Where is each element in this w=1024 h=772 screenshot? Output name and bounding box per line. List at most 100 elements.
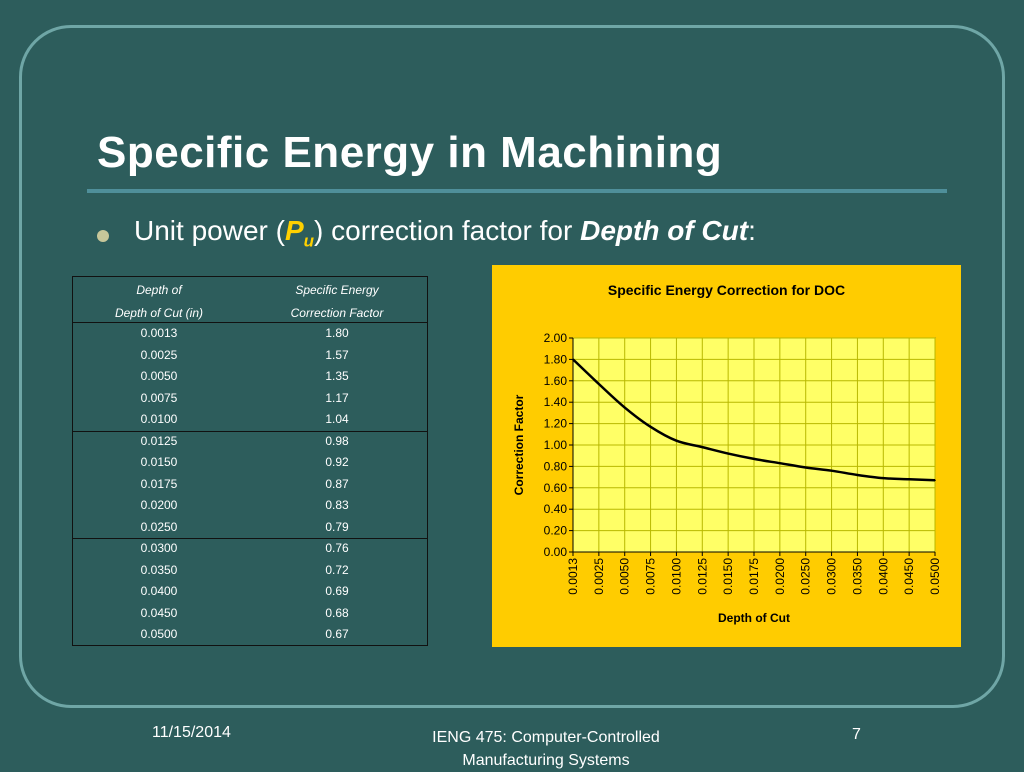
factor-cell: 1.04 — [325, 412, 349, 426]
factor-cell: 0.68 — [325, 605, 349, 620]
title-divider — [87, 189, 947, 193]
table-group-divider — [73, 430, 427, 432]
y-tick-label: 0.60 — [544, 481, 568, 495]
x-tick-label: 0.0200 — [773, 558, 787, 595]
data-point — [598, 383, 600, 385]
table-row: 0.0013 1.80 — [73, 323, 427, 345]
header-col1-line1: Depth of — [136, 283, 182, 297]
factor-cell: 1.57 — [325, 347, 349, 362]
table-row: 0.0400 0.69 — [73, 581, 427, 603]
bullet-middle: ) correction factor for — [314, 215, 581, 246]
depth-cell: 0.0050 — [140, 369, 178, 383]
correction-factor-table: Depth of Depth of Cut (in) Specific Ener… — [72, 276, 428, 646]
data-point — [856, 474, 859, 476]
table-row: 0.0025 1.57 — [73, 345, 427, 367]
slide-title: Specific Energy in Machining — [97, 128, 723, 177]
data-point — [701, 446, 704, 448]
x-tick-label: 0.0300 — [825, 558, 839, 595]
x-tick-label: 0.0050 — [618, 558, 632, 595]
depth-cell: 0.0075 — [140, 390, 178, 405]
x-tick-label: 0.0100 — [669, 558, 683, 595]
factor-cell: 0.87 — [325, 476, 349, 491]
depth-cell: 0.0100 — [140, 412, 178, 426]
table-row: 0.0050 1.35 — [73, 366, 427, 388]
power-symbol-subscript: u — [303, 231, 315, 251]
x-tick-label: 0.0125 — [695, 558, 709, 595]
data-point — [804, 466, 807, 469]
y-axis-title: Correction Factor — [512, 394, 526, 495]
x-axis-title: Depth of Cut — [718, 611, 790, 625]
y-tick-label: 0.80 — [544, 459, 568, 473]
table-group-divider — [73, 538, 427, 539]
data-point — [572, 358, 574, 361]
depth-cell: 0.0013 — [140, 326, 178, 340]
depth-cell: 0.0250 — [140, 519, 178, 534]
y-tick-label: 1.20 — [544, 417, 568, 431]
y-tick-label: 1.00 — [544, 438, 568, 452]
table-row: 0.0175 0.87 — [73, 474, 427, 496]
x-tick-label: 0.0025 — [592, 558, 606, 595]
footer-page-number: 7 — [852, 726, 861, 743]
y-tick-label: 1.60 — [544, 374, 568, 388]
data-point — [779, 462, 781, 464]
header-col2-line1: Specific Energy — [295, 283, 379, 297]
factor-cell: 0.76 — [325, 541, 349, 555]
factor-cell: 0.92 — [325, 455, 349, 469]
slide-frame — [19, 25, 1005, 708]
data-point — [830, 469, 833, 472]
data-point — [675, 439, 678, 442]
y-tick-label: 1.40 — [544, 395, 568, 409]
chart-title: Specific Energy Correction for DOC — [607, 282, 846, 298]
bullet-suffix: : — [748, 215, 756, 246]
data-point — [649, 426, 652, 428]
y-tick-label: 0.00 — [544, 545, 568, 559]
table-row: 0.0075 1.17 — [73, 388, 427, 410]
depth-cell: 0.0400 — [140, 584, 178, 598]
factor-cell: 0.69 — [325, 584, 349, 598]
depth-cell: 0.0150 — [140, 455, 178, 469]
factor-cell: 0.67 — [325, 627, 349, 641]
power-symbol: Pu — [284, 215, 314, 251]
data-point — [727, 452, 729, 455]
factor-cell: 0.83 — [325, 498, 349, 512]
depth-cell: 0.0175 — [140, 476, 178, 491]
table-row: 0.0100 1.04 — [73, 409, 427, 431]
x-tick-label: 0.0075 — [644, 558, 658, 595]
factor-cell: 1.80 — [325, 326, 349, 340]
table-header: Depth of Depth of Cut (in) Specific Ener… — [73, 277, 427, 323]
bullet-prefix: Unit power ( — [134, 215, 285, 246]
factor-cell: 0.79 — [325, 519, 349, 534]
factor-cell: 0.98 — [325, 433, 349, 448]
x-tick-label: 0.0175 — [747, 558, 761, 595]
bullet-text: Unit power (Pu) correction factor for De… — [134, 215, 756, 252]
depth-cell: 0.0350 — [140, 562, 178, 577]
depth-cell: 0.0200 — [140, 498, 178, 512]
power-symbol-letter: P — [284, 215, 304, 246]
table-row: 0.0300 0.76 — [73, 538, 427, 560]
bullet-dot-icon — [97, 230, 109, 242]
depth-cell: 0.0300 — [140, 541, 178, 555]
footer-date: 11/15/2014 — [152, 724, 231, 741]
factor-cell: 1.17 — [325, 390, 349, 405]
data-point — [908, 478, 910, 481]
y-tick-label: 1.80 — [544, 352, 568, 366]
x-tick-label: 0.0450 — [902, 558, 916, 595]
data-point — [882, 477, 885, 479]
x-tick-label: 0.0250 — [799, 558, 813, 595]
data-point — [623, 406, 626, 409]
x-tick-label: 0.0400 — [876, 558, 890, 595]
footer-course: IENG 475: Computer-Controlled Manufactur… — [432, 729, 660, 769]
header-col1-line2: Depth of Cut (in) — [114, 306, 204, 320]
data-point — [934, 479, 936, 482]
table-row: 0.0450 0.68 — [73, 603, 427, 625]
y-tick-label: 0.40 — [544, 502, 568, 516]
depth-cell: 0.0025 — [140, 347, 178, 362]
table-row: 0.0500 0.67 — [73, 624, 427, 646]
x-tick-label: 0.0150 — [721, 558, 735, 595]
bullet-emphasis: Depth of Cut — [580, 215, 749, 246]
table-row: 0.0200 0.83 — [73, 495, 427, 517]
depth-cell: 0.0500 — [140, 627, 178, 641]
x-tick-label: 0.0013 — [566, 558, 580, 595]
y-tick-label: 2.00 — [544, 331, 568, 345]
